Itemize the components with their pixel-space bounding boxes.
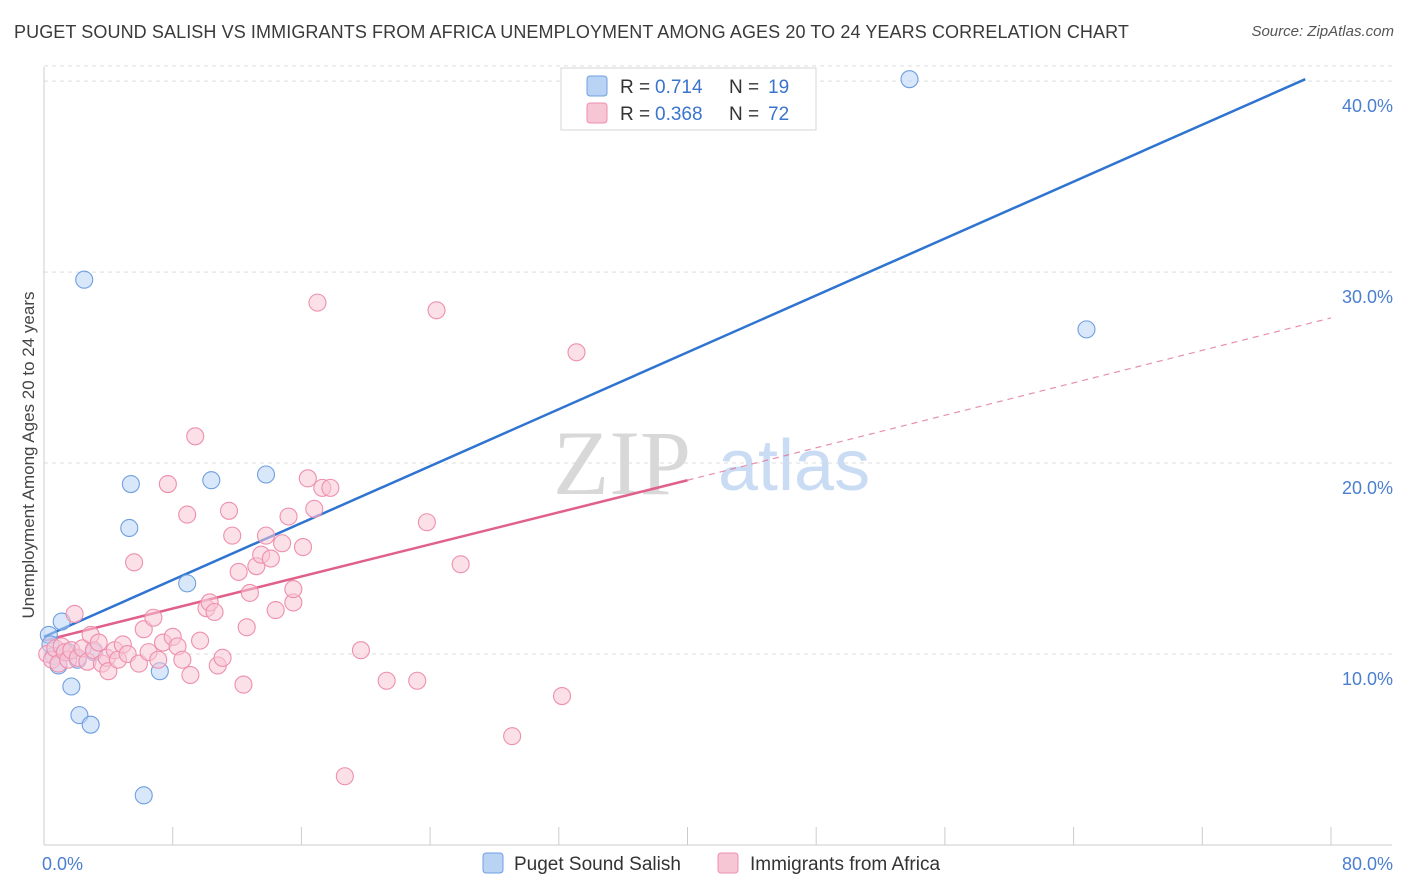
point-pink-43	[223, 526, 242, 545]
point-blue-9	[75, 270, 94, 289]
y-tick-label-30: 30.0%	[1342, 287, 1393, 307]
point-pink-46	[237, 618, 256, 637]
legend-item-africa: Immigrants from Africa	[750, 854, 940, 875]
point-blue-17	[202, 471, 221, 490]
point-pink-41	[213, 648, 232, 667]
legend-swatch-blue	[586, 75, 608, 97]
point-pink-62	[321, 478, 340, 497]
point-pink-58	[298, 469, 317, 488]
point-pink-54	[279, 507, 298, 526]
point-pink-71	[552, 686, 572, 706]
point-pink-47	[240, 583, 259, 602]
point-blue-18	[256, 465, 276, 484]
point-blue-16	[178, 574, 197, 593]
point-pink-27	[149, 650, 168, 669]
point-pink-69	[451, 555, 470, 574]
point-pink-34	[181, 665, 200, 685]
point-pink-56	[284, 580, 303, 599]
point-blue-14	[134, 786, 153, 805]
x-tick-label-max: 80.0%	[1342, 854, 1393, 874]
point-pink-65	[377, 671, 396, 690]
point-pink-44	[229, 562, 248, 581]
trend-lines	[43, 78, 1332, 642]
point-pink-68	[427, 301, 446, 320]
source-credit: Source: ZipAtlas.com	[1251, 23, 1394, 40]
legend-n-label-2: N =	[729, 104, 759, 125]
legend-r-value-1: 0.714	[655, 77, 703, 98]
point-pink-45	[234, 675, 253, 694]
legend-r-label-1: R =	[620, 77, 650, 98]
point-pink-53	[273, 534, 292, 553]
axes: 10.0% 20.0% 30.0% 40.0% 0.0% 80.0%	[42, 67, 1393, 874]
legend-item-salish: Puget Sound Salish	[514, 854, 681, 875]
watermark-zip: ZIP	[553, 412, 691, 514]
point-pink-29	[158, 475, 177, 494]
y-axis-title: Unemployment Among Ages 20 to 24 years	[19, 292, 38, 619]
point-pink-57	[293, 538, 313, 557]
point-pink-14	[89, 633, 108, 652]
legend-swatch-pink	[586, 102, 608, 124]
point-blue-12	[120, 518, 139, 538]
point-blue-19	[900, 70, 919, 89]
y-tick-label-40: 40.0%	[1342, 96, 1393, 116]
legend-n-value-2: 72	[768, 104, 789, 125]
y-tick-label-10: 10.0%	[1342, 669, 1393, 689]
point-pink-42	[219, 501, 239, 520]
legend-r-value-2: 0.368	[655, 104, 703, 125]
legend-n-value-1: 19	[768, 77, 789, 98]
grid	[44, 65, 1392, 655]
point-pink-50	[256, 526, 276, 545]
point-pink-72	[567, 343, 586, 362]
chart-title: PUGET SOUND SALISH VS IMMIGRANTS FROM AF…	[14, 22, 1130, 42]
point-pink-8	[65, 604, 84, 623]
point-pink-60	[308, 293, 327, 312]
point-pink-22	[125, 553, 144, 572]
legend-n-label-1: N =	[729, 77, 759, 98]
point-pink-51	[261, 549, 280, 568]
point-blue-20	[1077, 320, 1096, 339]
point-pink-36	[190, 631, 210, 650]
point-pink-59	[305, 499, 324, 518]
point-blue-13	[121, 475, 140, 494]
point-blue-10	[81, 715, 100, 734]
point-pink-33	[178, 505, 197, 524]
series-legend: Puget Sound Salish Immigrants from Afric…	[482, 852, 940, 875]
point-pink-66	[408, 671, 427, 690]
point-pink-70	[503, 727, 522, 746]
watermark-atlas: atlas	[718, 426, 870, 506]
trend-line-blue	[43, 78, 1306, 638]
point-pink-52	[266, 601, 285, 620]
point-pink-26	[144, 608, 163, 627]
point-blue-6	[62, 677, 81, 696]
data-points	[38, 70, 1096, 805]
point-pink-39	[205, 602, 224, 622]
legend-r-label-2: R =	[620, 104, 650, 125]
point-pink-32	[173, 650, 192, 669]
point-pink-67	[417, 513, 436, 532]
point-pink-64	[351, 641, 370, 660]
x-tick-label-min: 0.0%	[42, 854, 83, 874]
point-pink-63	[335, 767, 354, 786]
legend-item-africa-swatch	[717, 852, 739, 874]
point-pink-35	[186, 427, 205, 446]
stats-legend: R = 0.714 N = 19 R = 0.368 N = 72	[560, 67, 817, 131]
legend-item-salish-swatch	[482, 852, 504, 874]
y-tick-label-20: 20.0%	[1342, 478, 1393, 498]
trend-extension-pink	[687, 317, 1332, 481]
